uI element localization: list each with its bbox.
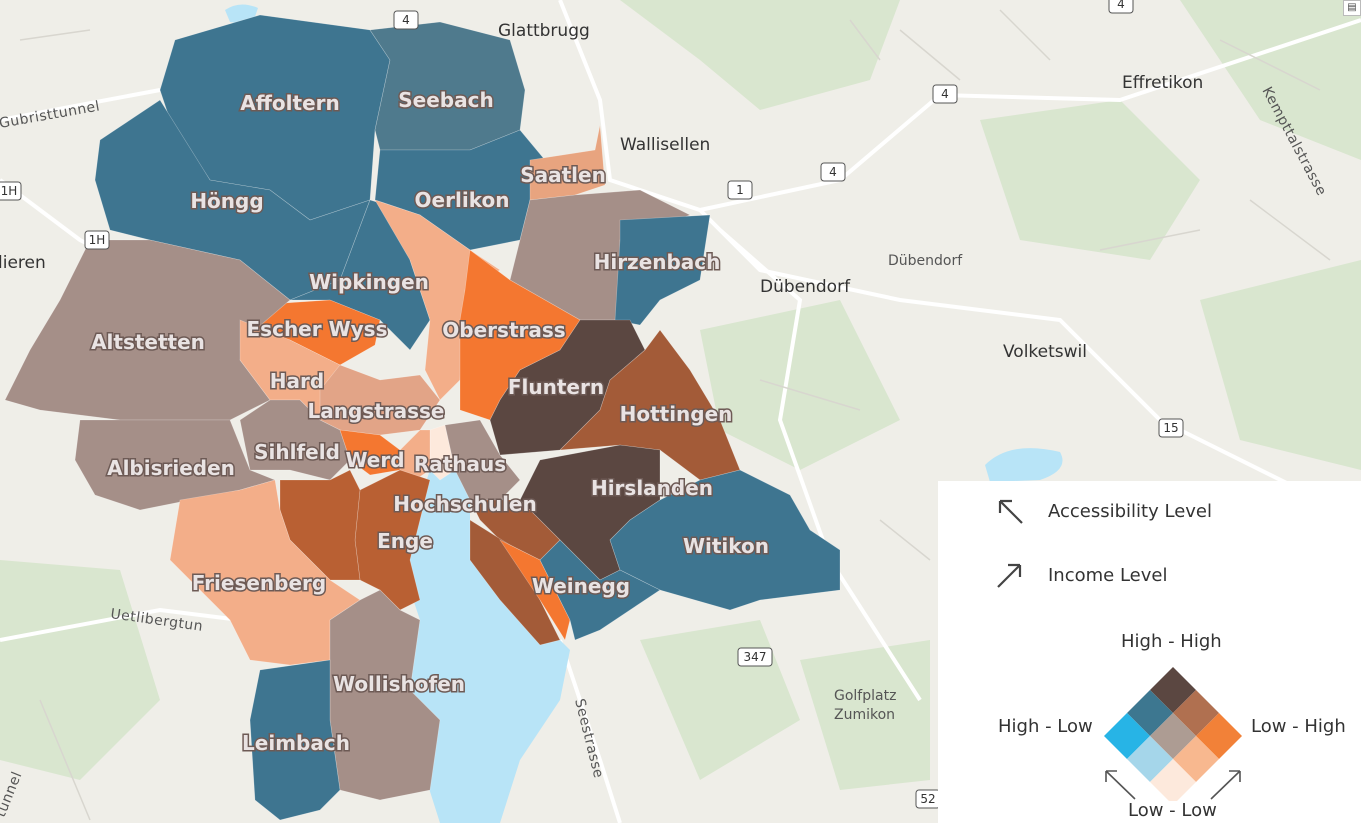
district-muehlebach[interactable] [499,539,571,641]
district-fluntern[interactable] [489,319,646,456]
route-shield-label: 1H [89,233,106,247]
label-seebach: Seebach [398,88,493,112]
district-wollishofen[interactable] [329,589,441,801]
label-hochschulen: Hochschulen [393,492,536,516]
place-wallisellen: Wallisellen [620,135,710,155]
label-wipkingen: Wipkingen [309,270,429,294]
route-shield-4: 4 [1108,0,1134,14]
legend-accessibility-row: Accessibility Level [994,495,1212,527]
label-sihlfeld: Sihlfeld [254,440,340,464]
place-dubendorf: Dübendorf [760,277,851,297]
route-shield-label: 52 [920,792,935,806]
route-shield-347: 347 [737,647,773,667]
district-weinegg[interactable] [539,539,661,641]
label-affoltern: Affoltern [240,91,340,115]
district-hottingen[interactable] [559,329,741,481]
route-shield-4: 4 [820,162,846,182]
label-witikon: Witikon [683,534,769,558]
route-shield-label: 4 [941,87,949,101]
district-witikon[interactable] [609,469,841,611]
route-shield-52: 52 [915,789,941,809]
district-enge[interactable] [354,469,431,611]
place-golfplatz: Golfplatz [834,688,896,704]
district-labels: Affoltern Seebach Höngg Oerlikon Saatlen… [90,87,771,757]
legend-accessibility-label: Accessibility Level [1048,500,1212,522]
place-dietikon: lieren [0,253,46,273]
label-werd: Werd [345,448,404,472]
place-labels: Glattbrugg Wallisellen Effretikon Dübend… [0,21,1203,723]
collapse-icon[interactable]: ▤ [1343,0,1361,16]
route-shields: 4 4 4 4 1 1H 1H 15 347 52 [0,0,1184,809]
label-oberstrass: Oberstrass [442,318,565,342]
district-altstetten[interactable] [4,239,291,421]
district-hirzenbach[interactable] [614,214,711,326]
bivariate-color-matrix [1104,667,1242,801]
lake-zurich [400,470,570,823]
legend-left-label: High - Low [998,716,1093,737]
label-wollishofen: Wollishofen [333,672,465,696]
label-fluntern: Fluntern [508,375,604,399]
route-shield-1H: 1H [84,230,110,250]
label-enge: Enge [377,529,433,553]
label-hard: Hard [270,369,324,393]
arrow-up-left-small-icon [1105,770,1136,800]
place-volketswil: Volketswil [1003,342,1087,362]
place-dubendorf-area: Dübendorf [888,253,963,269]
route-shield-1H: 1H [0,181,22,201]
place-zumikon: Zumikon [834,707,895,723]
legend-right-label: Low - High [1251,716,1346,737]
place-glattbrugg: Glattbrugg [498,21,590,41]
label-saatlen: Saatlen [520,163,606,187]
legend-panel: Accessibility Level Income Level High - … [938,481,1361,823]
legend-top-label: High - High [1121,631,1222,652]
district-hochschulen[interactable] [444,419,521,501]
label-oerlikon: Oerlikon [415,188,510,212]
forest-areas [0,0,1361,790]
label-hirzenbach: Hirzenbach [594,250,721,274]
route-shield-label: 4 [1117,0,1125,11]
label-weinegg: Weinegg [532,574,630,598]
legend-bottom-label: Low - Low [1128,800,1217,821]
label-rathaus: Rathaus [414,452,506,476]
label-friesenberg: Friesenberg [192,571,326,595]
route-shield-15: 15 [1158,418,1184,438]
route-shield-label: 1 [736,183,744,197]
legend-income-row: Income Level [994,559,1167,591]
place-effretikon: Effretikon [1122,73,1203,93]
route-shield-label: 15 [1163,421,1178,435]
district-leimbach[interactable] [249,659,341,821]
route-shield-label: 1H [1,184,18,198]
route-shield-label: 4 [829,165,837,179]
small-lake [985,448,1063,482]
route-shield-label: 347 [744,650,767,664]
district-seebach[interactable] [369,21,526,151]
route-shield-1: 1 [727,180,753,200]
cell-low-low [1150,759,1196,801]
route-shield-4: 4 [932,84,958,104]
legend-income-label: Income Level [1048,564,1168,586]
route-shield-4: 4 [393,10,419,30]
label-langstrasse: Langstrasse [308,399,445,423]
label-hottingen: Hottingen [620,402,733,426]
label-albisrieden: Albisrieden [107,456,235,480]
arrow-up-right-icon [997,563,1022,588]
label-hongg: Höngg [190,189,263,213]
minor-roads [19,9,1331,821]
label-hirslanden: Hirslanden [591,476,713,500]
arrow-up-right-small-icon [1210,770,1241,800]
arrow-up-left-icon [998,499,1023,524]
route-shield-label: 4 [402,13,410,27]
label-leimbach: Leimbach [242,731,350,755]
label-escher-wyss: Escher Wyss [247,317,388,341]
label-altstetten: Altstetten [91,330,205,354]
districts-layer [4,14,841,821]
